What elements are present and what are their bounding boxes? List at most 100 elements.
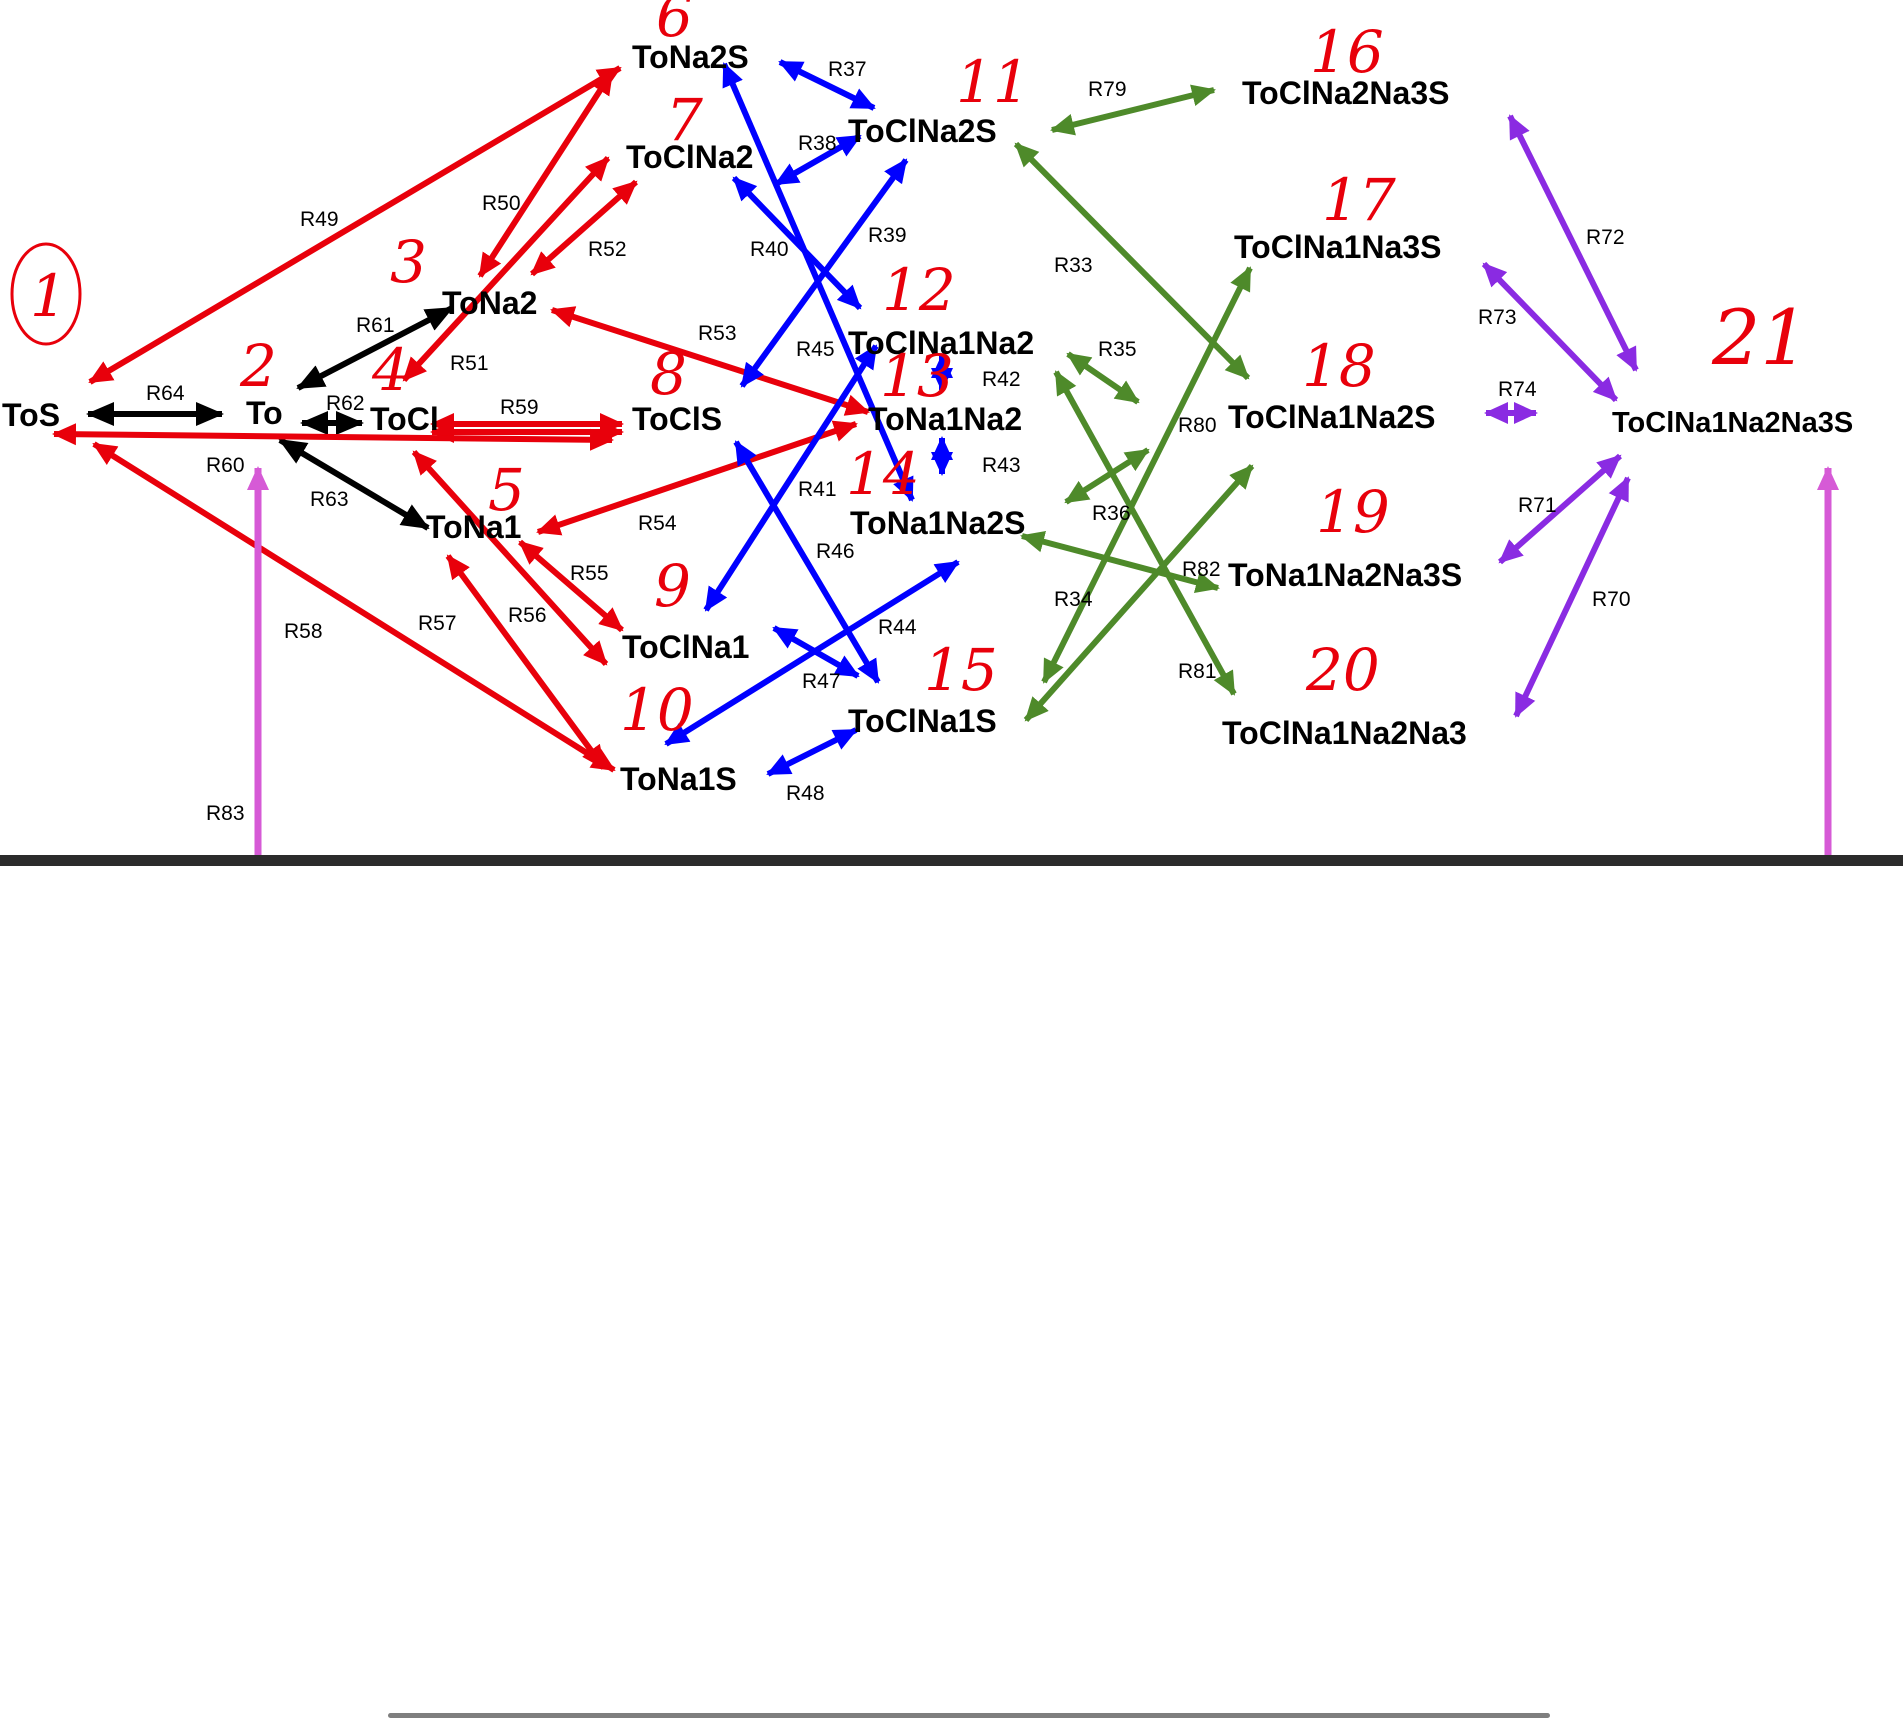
label-R47: R47 <box>802 670 841 693</box>
reaction-network-diagram: ToS To ToCl ToNa2 ToNa1 ToNa2S ToClNa2 T… <box>2 0 1853 856</box>
node-ToS: ToS <box>2 397 60 433</box>
label-R50: R50 <box>482 192 521 215</box>
node-To: To <box>246 395 283 431</box>
node-ToClNa1Na2: ToClNa1Na2 <box>848 325 1034 361</box>
hand-num-20: 20 <box>1305 636 1380 704</box>
label-R58: R58 <box>284 620 323 643</box>
node-ToNa1Na2Na3S: ToNa1Na2Na3S <box>1228 557 1462 593</box>
arrow-R47 <box>772 625 860 679</box>
node-ToClNa1Na2Na3S: ToClNa1Na2Na3S <box>1612 407 1853 439</box>
label-R70: R70 <box>1592 588 1631 611</box>
node-ToCl: ToCl <box>370 401 439 437</box>
label-R44: R44 <box>878 616 917 639</box>
horizontal-scrollbar-thumb[interactable] <box>388 1713 1550 1718</box>
hand-num-19: 19 <box>1316 478 1390 546</box>
arrow-R57 <box>445 554 607 770</box>
label-R35: R35 <box>1098 338 1137 361</box>
label-R63: R63 <box>310 488 349 511</box>
label-R39: R39 <box>868 224 907 247</box>
label-R62: R62 <box>326 392 365 415</box>
label-R52: R52 <box>588 238 627 261</box>
arrow-R79 <box>1050 84 1216 136</box>
hand-num-6: 6 <box>656 0 693 50</box>
node-ToClNa2Na3S: ToClNa2Na3S <box>1242 75 1449 111</box>
hand-num-11: 11 <box>956 48 1030 116</box>
label-R49: R49 <box>300 208 339 231</box>
arrow-R70 <box>1513 476 1631 718</box>
hand-num-13: 13 <box>880 342 954 410</box>
label-R42: R42 <box>982 368 1021 391</box>
arrow-R52 <box>530 179 638 277</box>
label-R45: R45 <box>796 338 835 361</box>
arrow-R80 <box>1041 266 1253 684</box>
label-R38: R38 <box>798 132 837 155</box>
label-R81: R81 <box>1178 660 1217 683</box>
node-ToNa1: ToNa1 <box>426 509 521 545</box>
arrow-R82 <box>1020 531 1220 593</box>
label-R36: R36 <box>1092 502 1131 525</box>
label-R51: R51 <box>450 352 489 375</box>
hand-num-2: 2 <box>239 332 277 400</box>
hand-num-10: 10 <box>620 676 694 744</box>
hand-num-18: 18 <box>1302 332 1376 400</box>
node-ToClNa2S: ToClNa2S <box>848 113 997 149</box>
hand-num-5: 5 <box>488 456 525 524</box>
node-ToNa1Na2: ToNa1Na2 <box>868 401 1022 437</box>
reaction-labels: R33 R34 R35 R36 R37 R38 R39 R40 R41 R42 … <box>146 58 1631 825</box>
label-R73: R73 <box>1478 306 1517 329</box>
node-ToClNa1Na3S: ToClNa1Na3S <box>1234 229 1441 265</box>
node-ToClNa2: ToClNa2 <box>626 139 753 175</box>
label-R34: R34 <box>1054 588 1093 611</box>
hand-num-4: 4 <box>371 336 409 404</box>
node-ToClNa1S: ToClNa1S <box>848 703 997 739</box>
label-R57: R57 <box>418 612 457 635</box>
label-R40: R40 <box>750 238 789 261</box>
hand-num-16: 16 <box>1310 18 1384 86</box>
node-ToClNa1Na2S: ToClNa1Na2S <box>1228 399 1435 435</box>
label-R74: R74 <box>1498 378 1537 401</box>
label-R54: R54 <box>638 512 677 535</box>
label-R43: R43 <box>982 454 1021 477</box>
hand-num-7: 7 <box>666 86 703 154</box>
arrow-R73 <box>1481 261 1619 403</box>
hand-num-14: 14 <box>846 440 920 508</box>
label-R46: R46 <box>816 540 855 563</box>
node-ToNa1S: ToNa1S <box>620 761 737 797</box>
hand-num-17: 17 <box>1322 166 1396 234</box>
node-ToNa2S: ToNa2S <box>632 39 749 75</box>
label-R61: R61 <box>356 314 395 337</box>
node-ToNa2: ToNa2 <box>442 285 537 321</box>
arrow-R81 <box>1023 464 1255 722</box>
hand-num-3: 3 <box>390 228 427 296</box>
label-R83: R83 <box>206 802 245 825</box>
arrow-R45 <box>721 62 915 502</box>
label-R60: R60 <box>206 454 245 477</box>
arrow-R49 <box>88 65 622 385</box>
node-ToClNa1Na2Na3: ToClNa1Na2Na3 <box>1222 715 1467 751</box>
horizontal-scrollbar-track[interactable] <box>0 855 1903 1718</box>
reaction-arrows <box>52 59 1839 856</box>
species-nodes: ToS To ToCl ToNa2 ToNa1 ToNa2S ToClNa2 T… <box>2 39 1853 797</box>
hand-num-12: 12 <box>882 256 956 324</box>
node-ToNa1Na2S: ToNa1Na2S <box>850 505 1025 541</box>
node-ToClS: ToClS <box>632 401 722 437</box>
label-R37: R37 <box>828 58 867 81</box>
arrow-R48 <box>766 727 858 777</box>
label-R80: R80 <box>1178 414 1217 437</box>
label-R55: R55 <box>570 562 609 585</box>
hand-num-8: 8 <box>650 340 687 408</box>
hand-num-9: 9 <box>654 552 691 620</box>
node-ToClNa1: ToClNa1 <box>622 629 749 665</box>
label-R64: R64 <box>146 382 185 405</box>
label-R59: R59 <box>500 396 539 419</box>
label-R41: R41 <box>798 478 837 501</box>
hand-num-15: 15 <box>924 636 998 704</box>
arrow-R58 <box>92 441 616 773</box>
label-R53: R53 <box>698 322 737 345</box>
label-R48: R48 <box>786 782 825 805</box>
arrow-R35 <box>1066 351 1140 405</box>
hand-num-1: 1 <box>30 262 67 330</box>
label-R71: R71 <box>1518 494 1557 517</box>
label-R82: R82 <box>1182 558 1221 581</box>
label-R56: R56 <box>508 604 547 627</box>
